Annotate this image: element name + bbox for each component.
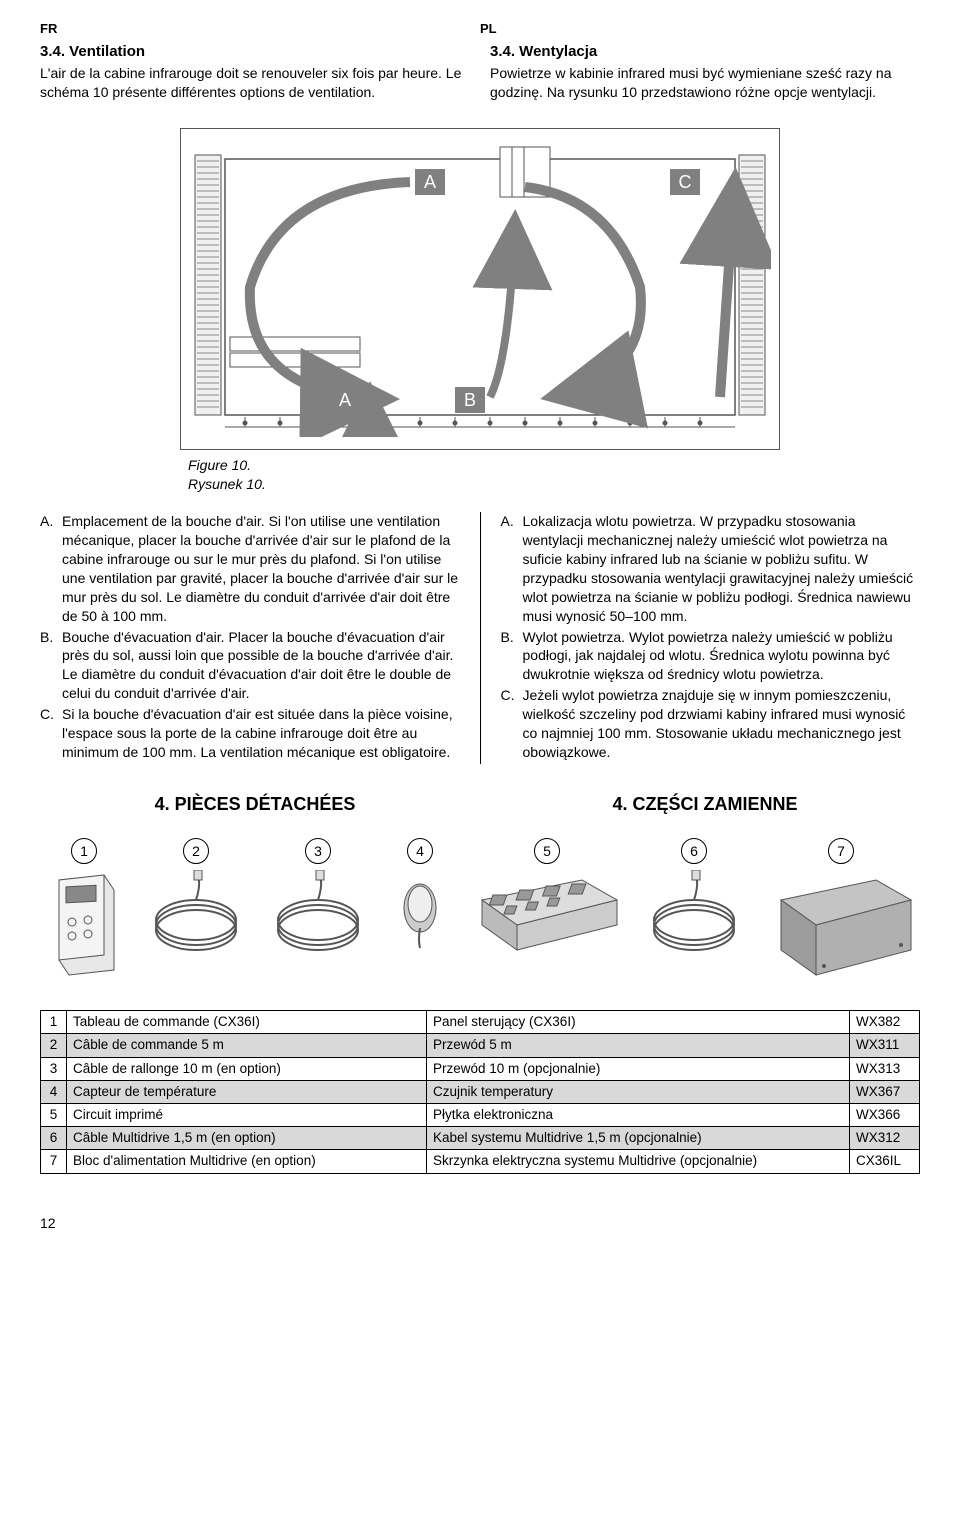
cell-code: CX36IL: [850, 1150, 920, 1173]
fr-legend: A.Emplacement de la bouche d'air. Si l'o…: [40, 512, 460, 764]
page-number: 12: [40, 1214, 920, 1233]
part-3: 3: [268, 838, 368, 970]
parts-table: 1Tableau de commande (CX36I)Panel steruj…: [40, 1010, 920, 1174]
table-row: 4Capteur de températureCzujnik temperatu…: [41, 1080, 920, 1103]
table-row: 2Câble de commande 5 mPrzewód 5 mWX311: [41, 1034, 920, 1057]
part-num-3: 3: [305, 838, 331, 864]
part-num-6: 6: [681, 838, 707, 864]
pl-heading: 3.4. Wentylacja: [490, 42, 920, 62]
extension-cable-icon: [268, 870, 368, 970]
caption-fr: Figure 10.: [188, 456, 780, 475]
cell-code: WX382: [850, 1011, 920, 1034]
part-num-5: 5: [534, 838, 560, 864]
fr-legend-b: Bouche d'évacuation d'air. Placer la bou…: [62, 628, 460, 704]
part-num-7: 7: [828, 838, 854, 864]
part-7: 7: [766, 838, 916, 980]
cell-pl: Przewód 5 m: [427, 1034, 850, 1057]
cell-pl: Czujnik temperatury: [427, 1080, 850, 1103]
part-num-2: 2: [183, 838, 209, 864]
pl-section4-heading: 4. CZĘŚCI ZAMIENNE: [490, 792, 920, 816]
pl-legend-a: Lokalizacja wlotu powietrza. W przypadku…: [523, 512, 921, 625]
cell-fr: Câble Multidrive 1,5 m (en option): [67, 1127, 427, 1150]
temp-sensor-icon: [390, 870, 450, 950]
cell-num: 6: [41, 1127, 67, 1150]
fr-legend-c: Si la bouche d'évacuation d'air est situ…: [62, 705, 460, 762]
pl-legend-c: Jeżeli wylot powietrza znajduje się w in…: [523, 686, 921, 762]
ventilation-diagram: A C A B: [189, 137, 771, 437]
cell-code: WX312: [850, 1127, 920, 1150]
cell-pl: Przewód 10 m (opcjonalnie): [427, 1057, 850, 1080]
circuit-board-icon: [472, 870, 622, 960]
table-row: 7Bloc d'alimentation Multidrive (en opti…: [41, 1150, 920, 1173]
cell-fr: Câble de commande 5 m: [67, 1034, 427, 1057]
fr-intro: 3.4. Ventilation L'air de la cabine infr…: [40, 42, 470, 106]
part-2: 2: [146, 838, 246, 970]
part-num-4: 4: [407, 838, 433, 864]
lang-pl-label: PL: [480, 20, 920, 38]
cell-fr: Bloc d'alimentation Multidrive (en optio…: [67, 1150, 427, 1173]
table-row: 3Câble de rallonge 10 m (en option)Przew…: [41, 1057, 920, 1080]
part-num-1: 1: [71, 838, 97, 864]
cell-num: 1: [41, 1011, 67, 1034]
cell-num: 2: [41, 1034, 67, 1057]
cell-fr: Câble de rallonge 10 m (en option): [67, 1057, 427, 1080]
cell-pl: Kabel systemu Multidrive 1,5 m (opcjonal…: [427, 1127, 850, 1150]
part-4: 4: [390, 838, 450, 950]
cell-code: WX313: [850, 1057, 920, 1080]
cell-fr: Tableau de commande (CX36I): [67, 1011, 427, 1034]
multidrive-cable-icon: [644, 870, 744, 970]
pl-body: Powietrze w kabinie infrared musi być wy…: [490, 64, 920, 102]
parts-illustrations: 1 2 3 4: [40, 838, 920, 980]
fr-heading: 3.4. Ventilation: [40, 42, 470, 62]
cell-fr: Circuit imprimé: [67, 1104, 427, 1127]
label-a-top: A: [424, 172, 436, 192]
fr-body: L'air de la cabine infrarouge doit se re…: [40, 64, 470, 102]
cell-pl: Panel sterujący (CX36I): [427, 1011, 850, 1034]
pl-legend-b: Wylot powietrza. Wylot powietrza należy …: [523, 628, 921, 685]
label-b: B: [464, 390, 476, 410]
figure-10: A C A B: [180, 128, 780, 451]
part-1: 1: [44, 838, 124, 980]
cell-num: 5: [41, 1104, 67, 1127]
cell-code: WX311: [850, 1034, 920, 1057]
pl-intro: 3.4. Wentylacja Powietrze w kabinie infr…: [490, 42, 920, 106]
cell-pl: Skrzynka elektryczna systemu Multidrive …: [427, 1150, 850, 1173]
table-row: 5Circuit impriméPłytka elektronicznaWX36…: [41, 1104, 920, 1127]
caption-pl: Rysunek 10.: [188, 475, 780, 494]
part-5: 5: [472, 838, 622, 960]
cell-code: WX367: [850, 1080, 920, 1103]
cell-fr: Capteur de température: [67, 1080, 427, 1103]
cell-num: 4: [41, 1080, 67, 1103]
part-6: 6: [644, 838, 744, 970]
fr-section4-heading: 4. PIÈCES DÉTACHÉES: [40, 792, 470, 816]
label-a-bottom: A: [339, 390, 351, 410]
control-panel-icon: [44, 870, 124, 980]
power-supply-icon: [766, 870, 916, 980]
cable-icon: [146, 870, 246, 970]
fr-legend-a: Emplacement de la bouche d'air. Si l'on …: [62, 512, 460, 625]
label-c: C: [679, 172, 692, 192]
cell-pl: Płytka elektroniczna: [427, 1104, 850, 1127]
pl-legend: A.Lokalizacja wlotu powietrza. W przypad…: [501, 512, 921, 764]
column-divider: [480, 512, 481, 764]
cell-code: WX366: [850, 1104, 920, 1127]
figure-caption: Figure 10. Rysunek 10.: [180, 456, 780, 494]
table-row: 6Câble Multidrive 1,5 m (en option)Kabel…: [41, 1127, 920, 1150]
table-row: 1Tableau de commande (CX36I)Panel steruj…: [41, 1011, 920, 1034]
cell-num: 3: [41, 1057, 67, 1080]
lang-fr-label: FR: [40, 20, 480, 38]
cell-num: 7: [41, 1150, 67, 1173]
